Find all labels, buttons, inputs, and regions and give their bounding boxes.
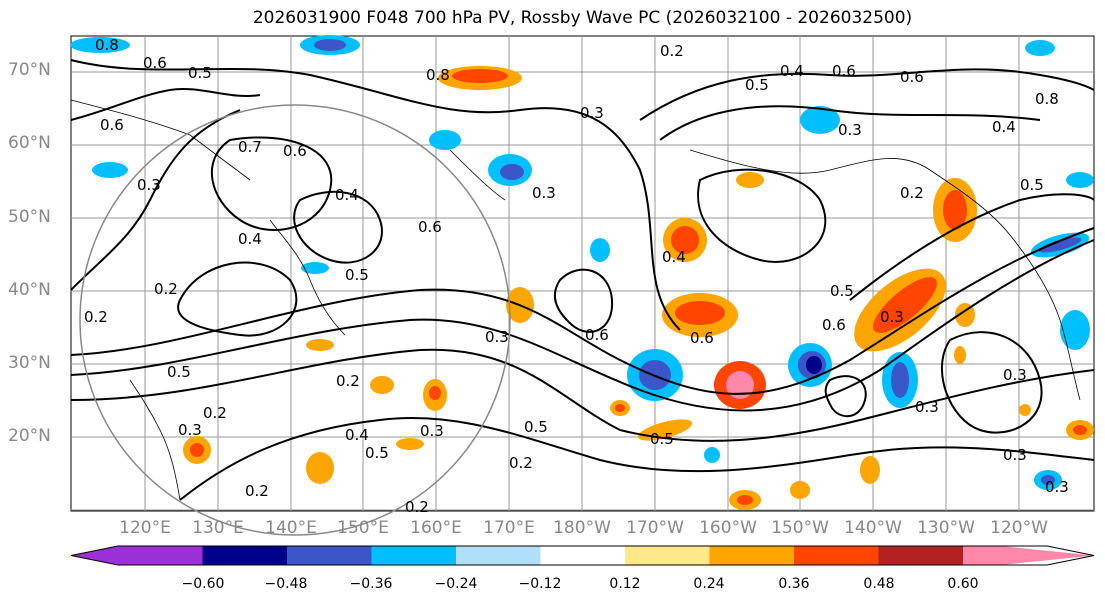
colorbar-segment <box>878 546 964 565</box>
lon-label: 180°W <box>553 518 611 538</box>
region-circle <box>79 104 511 536</box>
lon-label: 120°E <box>119 518 171 538</box>
lat-label: 50°N <box>8 207 51 227</box>
colorbar-tick: −0.12 <box>518 576 562 592</box>
colorbar-segment <box>709 546 795 565</box>
colorbar-tick: −0.60 <box>181 576 225 592</box>
colorbar-segment <box>287 546 372 565</box>
colorbar-tick: 0.48 <box>863 576 895 592</box>
colorbar-outline <box>70 545 1095 566</box>
lat-label: 60°N <box>8 133 51 153</box>
colorbar-tick: 0.12 <box>609 576 641 592</box>
lat-label: 30°N <box>8 353 51 373</box>
lon-label: 170°W <box>626 518 684 538</box>
colorbar-segment <box>540 546 626 565</box>
colorbar-tick: 0.60 <box>947 576 979 592</box>
lon-label: 130°E <box>192 518 244 538</box>
colorbar-segment <box>202 546 288 565</box>
lon-label: 150°E <box>337 518 389 538</box>
pv-contours <box>70 59 1095 501</box>
colorbar-arrow-right <box>963 546 1094 565</box>
colorbar-tick: 0.36 <box>778 576 810 592</box>
lon-label: 170°E <box>483 518 535 538</box>
lat-label: 70°N <box>8 60 51 80</box>
lon-label: 140°E <box>265 518 317 538</box>
lon-label: 150°W <box>771 518 829 538</box>
colorbar-tick: −0.36 <box>349 576 393 592</box>
lon-label: 160°E <box>410 518 462 538</box>
lon-label: 160°W <box>699 518 757 538</box>
map-title: 2026031900 F048 700 hPa PV, Rossby Wave … <box>252 8 913 28</box>
colorbar-tick: −0.48 <box>264 576 308 592</box>
lat-label: 20°N <box>8 426 51 446</box>
colorbar-segment <box>371 546 457 565</box>
lon-label: 140°W <box>844 518 902 538</box>
pv-shading <box>70 35 1094 510</box>
lat-label: 40°N <box>8 280 51 300</box>
colorbar-tick: −0.24 <box>434 576 478 592</box>
colorbar <box>70 545 1095 566</box>
lon-label: 120°W <box>990 518 1048 538</box>
coastlines <box>70 99 1081 501</box>
colorbar-segment <box>456 546 541 565</box>
colorbar-segment <box>625 546 710 565</box>
lon-label: 130°W <box>917 518 975 538</box>
colorbar-tick: 0.24 <box>693 576 725 592</box>
colorbar-segment <box>794 546 879 565</box>
colorbar-arrow-left <box>71 546 203 565</box>
